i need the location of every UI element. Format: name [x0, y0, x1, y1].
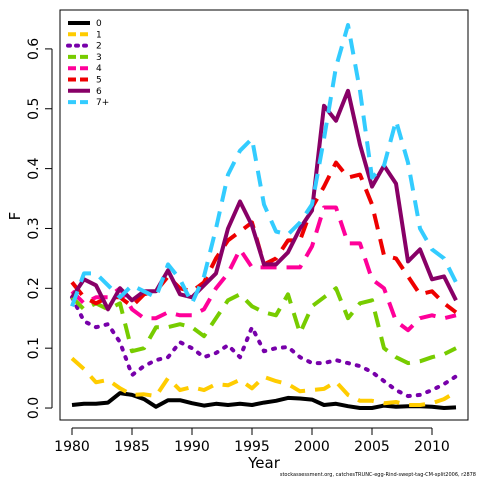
- x-tick-label: 1985: [114, 439, 150, 455]
- y-tick-label: 0.4: [26, 157, 42, 179]
- axes: 1980 1985 1990 1995 2000 2005 2010 0.0 0.1 0.2 0.3…: [26, 38, 450, 455]
- footer-caption: stockassessment.org, catchesTRUNC-egg-Ri…: [279, 472, 476, 478]
- legend-label: 3: [96, 53, 102, 63]
- y-tick-label: 0.6: [26, 38, 42, 60]
- x-tick-label: 1995: [234, 439, 270, 455]
- series-line-1: [70, 356, 458, 407]
- y-tick-label: 0.5: [26, 98, 42, 120]
- x-tick-label: 2010: [414, 439, 450, 455]
- y-axis-label: F: [6, 212, 24, 221]
- legend: 01 234 567+: [66, 19, 109, 108]
- x-tick-label: 1990: [174, 439, 210, 455]
- plot-frame: [59, 9, 469, 421]
- y-tick-label: 0.3: [26, 217, 42, 239]
- series-line-2: [70, 295, 458, 399]
- series-line-4: [70, 205, 457, 333]
- legend-label: 7+: [96, 98, 109, 108]
- legend-label: 6: [96, 87, 102, 97]
- x-tick-label: 2005: [354, 439, 390, 455]
- series-line-3: [70, 286, 457, 366]
- x-axis-label: Year: [247, 454, 281, 472]
- plot-border: [59, 9, 469, 421]
- series-layer: [70, 23, 458, 410]
- legend-label: 4: [96, 64, 102, 74]
- legend-label: 5: [96, 76, 102, 86]
- legend-label: 1: [96, 30, 102, 40]
- legend-label: 0: [96, 19, 102, 29]
- legend-label: 2: [96, 42, 102, 52]
- y-tick-label: 0.2: [26, 277, 42, 299]
- y-tick-label: 0.0: [26, 397, 42, 419]
- x-tick-label: 2000: [294, 439, 330, 455]
- y-tick-label: 0.1: [26, 337, 42, 359]
- series-line-7plus: [70, 23, 458, 307]
- series-line-6: [70, 88, 458, 312]
- x-tick-label: 1980: [54, 439, 90, 455]
